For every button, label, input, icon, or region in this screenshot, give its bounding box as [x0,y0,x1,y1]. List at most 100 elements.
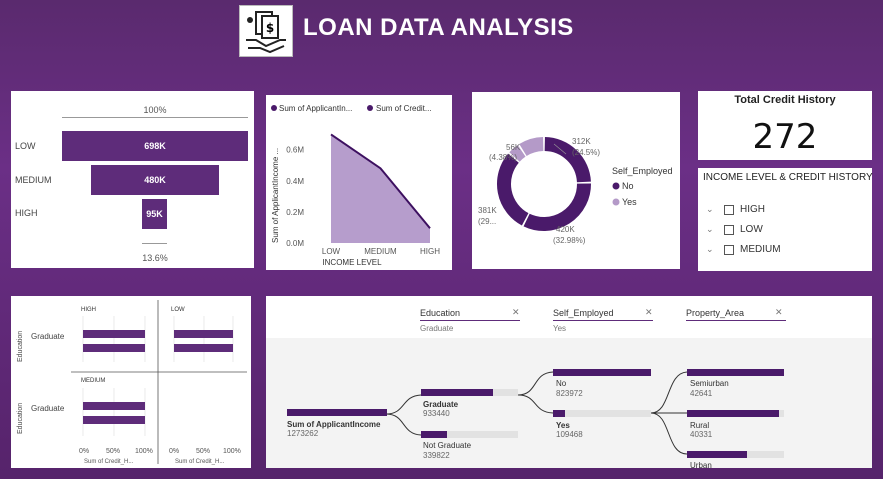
legend-applicant[interactable]: Sum of ApplicantIn... [279,104,352,113]
decomp-se-yes-bar[interactable] [553,410,565,417]
area-x-axis-label: INCOME LEVEL [322,258,382,267]
area-series-fill[interactable] [331,134,430,243]
donut-label-56k-pct: (4.38%) [489,153,517,162]
panel-title-low: LOW [171,307,185,313]
sm-tick-0-left: 0% [79,448,89,455]
decomp-se-yes-value: 109468 [556,430,583,439]
decomp-not-graduate-track [421,431,518,438]
area-y-tick: 0.4M [286,177,304,186]
sm-bar-high-2[interactable] [83,344,145,352]
decomp-semiurban-bar[interactable] [687,369,784,376]
close-icon[interactable]: ✕ [512,307,520,317]
money-hand-icon: $ [246,11,286,54]
donut-legend-yes[interactable]: Yes [622,197,637,207]
donut-label-312k-pct: (24.5%) [572,148,600,157]
close-icon[interactable]: ✕ [645,307,653,317]
funnel-bar-medium[interactable]: 480K [91,165,219,195]
legend-dot-applicant [271,105,277,111]
funnel-label-low: LOW [15,141,36,151]
checkbox-high[interactable] [724,204,734,215]
decomp-col-property-area-underline [686,320,786,321]
donut-label-381k-pct: (29... [478,217,496,226]
checkbox-medium[interactable] [724,244,734,255]
funnel-top-pct: 100% [143,105,167,115]
decomp-urban-bar[interactable] [687,451,747,458]
page-title: LOAN DATA ANALYSIS [303,14,574,41]
small-multiples-card[interactable]: HIGH LOW MEDIUM Education Education Grad… [11,296,251,468]
slicer-item-high[interactable]: ⌄ HIGH [706,204,765,215]
sm-bar-low-1[interactable] [174,330,233,338]
decomp-se-no-value: 823972 [556,389,583,398]
donut-label-312k: 312K [572,137,591,146]
sm-tick-50-right: 50% [196,448,210,455]
close-icon[interactable]: ✕ [775,307,783,317]
area-y-axis-label: Sum of ApplicantIncome ... [271,148,280,243]
sm-tick-100-right: 100% [223,448,241,455]
decomposition-tree-card[interactable]: Education ✕ Graduate Self_Employed ✕ Yes… [266,296,872,468]
sm-xlabel-right: Sum of Credit_H... [175,459,225,465]
decomp-se-yes-track [553,410,651,417]
kpi-card[interactable] [698,91,872,160]
sm-tick-50-left: 50% [106,448,120,455]
panel-title-medium: MEDIUM [81,378,105,384]
sm-bar-medium-2[interactable] [83,416,145,424]
donut-slice[interactable] [509,145,526,162]
sm-bar-high-1[interactable] [83,330,145,338]
slicer-item-medium[interactable]: ⌄ MEDIUM [706,244,781,255]
kpi-value: 272 [752,117,818,157]
donut-slice[interactable] [523,183,591,231]
decomp-col-self-employed[interactable]: Self_Employed [553,308,614,318]
donut-slice[interactable] [519,137,544,157]
slicer-item-low[interactable]: ⌄ LOW [706,224,763,235]
area-y-tick: 0.6M [286,146,304,155]
funnel-bar-low[interactable]: 698K [62,131,248,161]
decomp-se-yes-label: Yes [556,421,570,430]
sm-tick-0-right: 0% [169,448,179,455]
area-y-tick: 0.0M [286,239,304,248]
donut-slice[interactable] [497,153,529,226]
slicer-title: INCOME LEVEL & CREDIT HISTORY [703,172,873,183]
decomp-root-bar[interactable] [287,409,387,416]
chevron-down-icon[interactable]: ⌄ [706,204,714,214]
funnel-bar-high[interactable]: 95K [142,199,167,229]
donut-label-420k-pct: (32.98%) [553,236,586,245]
funnel-label-high: HIGH [15,208,38,218]
funnel-label-medium: MEDIUM [15,175,52,185]
slicer-item-medium-label: MEDIUM [740,244,781,255]
area-chart-card[interactable]: Sum of ApplicantIn... Sum of Credit... S… [266,95,452,270]
sm-axis-label-bottom: Education [17,403,24,434]
funnel-top-axis [62,117,248,118]
decomp-graduate-label: Graduate [423,400,459,409]
decomp-svg [385,371,688,455]
decomp-se-no-bar[interactable] [553,369,651,376]
decomp-not-graduate-bar[interactable] [421,431,447,438]
loan-logo: $ [239,5,293,57]
donut-label-56k: 56K [506,143,521,152]
chevron-down-icon[interactable]: ⌄ [706,224,714,234]
legend-credit[interactable]: Sum of Credit... [376,104,432,113]
decomp-rural-value: 40331 [690,430,713,439]
area-x-tick: HIGH [420,247,440,256]
decomp-col-education[interactable]: Education [420,308,461,318]
decomp-graduate-bar[interactable] [421,389,493,396]
decomp-col-property-area[interactable]: Property_Area [686,308,745,318]
chevron-down-icon[interactable]: ⌄ [706,244,714,254]
sm-bar-medium-1[interactable] [83,402,145,410]
decomp-semiurban-value: 42641 [690,389,713,398]
donut-chart-card[interactable]: 56K (4.38%) 312K (24.5%) 381K (29... 420… [472,92,680,269]
small-multiples-svg: HIGH LOW MEDIUM Education Education Grad… [17,300,247,465]
kpi-title: Total Credit History [734,94,836,106]
decomp-root-label: Sum of ApplicantIncome [287,420,381,429]
sm-xlabel-left: Sum of Credit_H... [84,459,134,465]
panel-title-high: HIGH [81,307,96,313]
decomp-rural-bar[interactable] [687,410,779,417]
donut-legend-no[interactable]: No [622,181,634,191]
decomp-semiurban-label: Semiurban [690,379,729,388]
sm-bar-low-2[interactable] [174,344,233,352]
donut-slice[interactable] [544,137,591,183]
slicer-item-low-label: LOW [740,224,763,235]
area-chart-svg: Sum of ApplicantIn... Sum of Credit... S… [271,104,440,267]
sm-row-label-bottom: Graduate [31,404,65,413]
area-x-tick: LOW [322,247,341,256]
checkbox-low[interactable] [724,224,734,235]
